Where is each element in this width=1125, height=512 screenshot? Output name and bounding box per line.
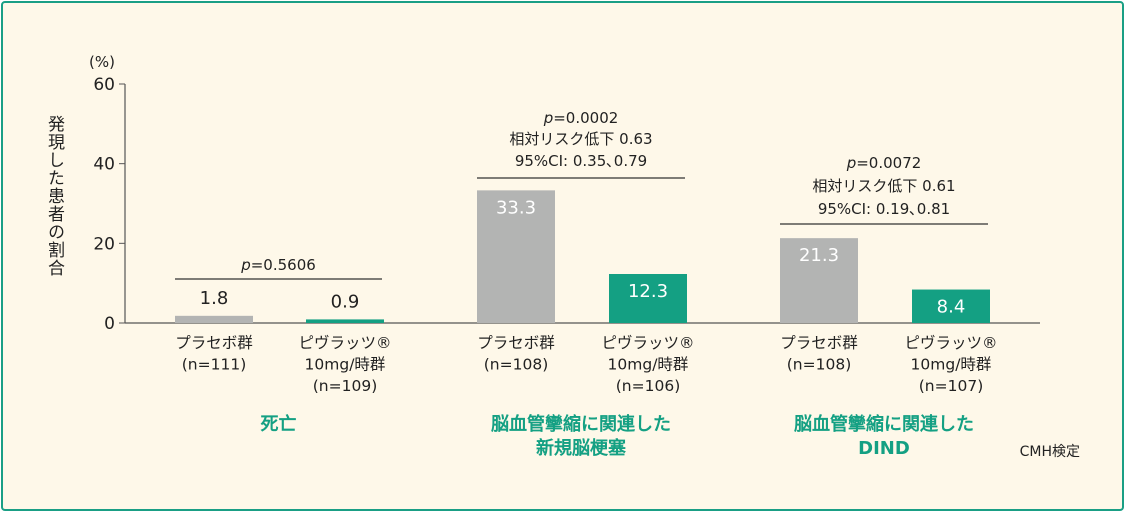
y-tick-label: 40 <box>93 155 115 175</box>
y-tick-label: 60 <box>93 75 115 95</box>
y-unit-label: (%) <box>89 53 115 71</box>
bar-value-label: 0.9 <box>331 291 360 312</box>
x-category-label: (n=108) <box>484 356 549 374</box>
p-value-label: p=0.5606 <box>241 256 316 274</box>
x-category-label: (n=107) <box>919 377 984 395</box>
bar-value-label: 1.8 <box>200 288 229 309</box>
bar-pivlaz <box>912 289 990 323</box>
bar-pivlaz <box>609 274 687 323</box>
x-category-label: (n=106) <box>616 377 681 395</box>
p-value-label: p=0.0072 <box>846 154 922 172</box>
bar-value-label: 33.3 <box>496 197 536 218</box>
group-category-label: 新規脳梗塞 <box>536 437 627 459</box>
x-category-label: 10mg/時群 <box>305 356 386 374</box>
x-category-label: (n=111) <box>182 356 247 374</box>
x-category-label: 10mg/時群 <box>911 356 992 374</box>
bar-placebo <box>780 238 858 323</box>
y-tick-label: 20 <box>93 234 115 254</box>
group-category-label: 脳血管攣縮に関連した <box>794 413 974 435</box>
stat-annotation: 95%CI: 0.19､0.81 <box>817 200 951 218</box>
bar-placebo <box>175 315 253 323</box>
test-footnote: CMH検定 <box>1020 444 1080 460</box>
x-category-label: (n=109) <box>313 377 378 395</box>
bar-value-label: 12.3 <box>628 281 668 302</box>
y-axis-title: 発現した患者の割合 <box>44 115 64 277</box>
x-category-label: ピヴラッツ® <box>298 334 391 352</box>
y-tick-label: 0 <box>104 314 115 334</box>
bar-value-label: 8.4 <box>937 297 966 318</box>
x-category-label: 10mg/時群 <box>608 356 689 374</box>
x-category-label: プラセボ群 <box>477 334 555 352</box>
x-category-label: プラセボ群 <box>780 334 858 352</box>
bar-chart: (%) 0 20 40 60 1.8 プラセボ群 (n=111) 0.9 ピヴラッツ® 10mg/時… <box>89 53 1080 460</box>
bar-pivlaz <box>306 319 384 323</box>
stat-annotation: 95%CI: 0.35､0.79 <box>514 152 648 170</box>
x-category-label: ピヴラッツ® <box>904 334 997 352</box>
bar-value-label: 21.3 <box>799 245 839 266</box>
group-category-label: 死亡 <box>261 413 297 435</box>
p-value-label: p=0.0002 <box>543 109 619 127</box>
stat-annotation: 相対リスク低下 0.61 <box>812 177 956 195</box>
group-category-label: 脳血管攣縮に関連した <box>491 413 671 435</box>
x-category-label: プラセボ群 <box>175 334 253 352</box>
x-category-label: (n=108) <box>787 356 852 374</box>
group-category-label: DIND <box>858 438 910 459</box>
x-category-label: ピヴラッツ® <box>601 334 694 352</box>
bar-placebo <box>477 190 555 323</box>
stat-annotation: 相対リスク低下 0.63 <box>509 130 653 148</box>
